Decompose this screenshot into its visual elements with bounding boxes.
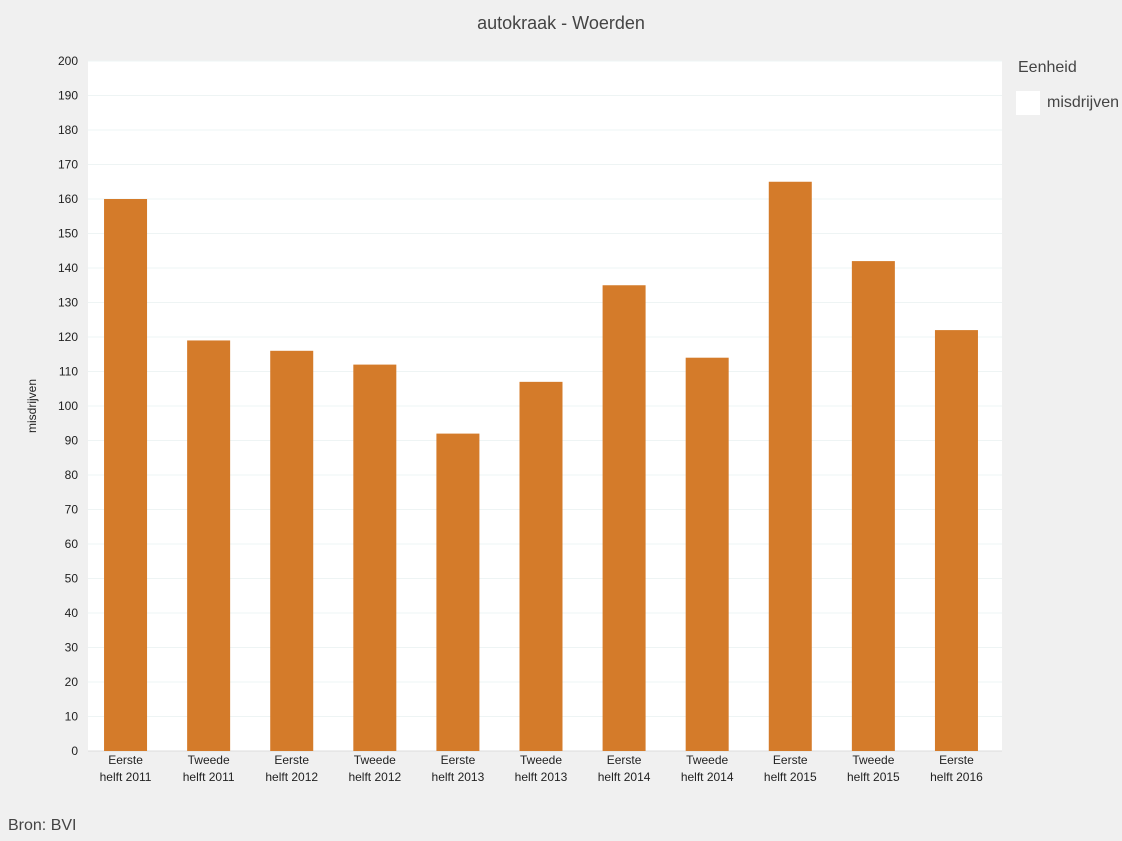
x-tick-label: helft 2013 <box>515 770 568 784</box>
bar <box>187 340 231 751</box>
x-tick-label: helft 2015 <box>764 770 817 784</box>
x-tick-label: Tweede <box>188 753 230 767</box>
bar <box>436 433 480 751</box>
source-label: Bron: BVI <box>8 817 77 834</box>
x-tick-label: helft 2016 <box>930 770 983 784</box>
y-tick-label: 0 <box>71 744 78 758</box>
x-tick-label: helft 2011 <box>183 770 235 784</box>
y-tick-label: 140 <box>58 261 78 275</box>
bar <box>353 364 397 751</box>
y-tick-label: 170 <box>58 158 78 172</box>
x-tick-label: Tweede <box>520 753 562 767</box>
x-tick-label: Eerste <box>939 753 974 767</box>
bar <box>104 199 148 751</box>
y-tick-label: 30 <box>65 641 79 655</box>
bar <box>934 330 978 751</box>
y-tick-label: 200 <box>58 54 78 68</box>
x-tick-label: helft 2013 <box>432 770 485 784</box>
bar <box>685 357 729 751</box>
bar <box>602 285 646 751</box>
y-tick-label: 160 <box>58 192 78 206</box>
x-tick-label: Eerste <box>441 753 476 767</box>
x-tick-label: Eerste <box>274 753 309 767</box>
bar <box>270 350 314 751</box>
x-tick-label: Eerste <box>108 753 143 767</box>
bar <box>851 261 895 751</box>
bar <box>768 181 812 751</box>
x-tick-label: helft 2011 <box>100 770 152 784</box>
y-tick-label: 180 <box>58 123 78 137</box>
x-tick-label: helft 2014 <box>598 770 651 784</box>
x-tick-label: Tweede <box>354 753 396 767</box>
legend-title: Eenheid <box>1018 59 1077 76</box>
x-tick-label: Eerste <box>607 753 642 767</box>
y-tick-label: 100 <box>58 399 78 413</box>
x-tick-label: helft 2012 <box>265 770 318 784</box>
y-tick-label: 10 <box>65 710 79 724</box>
bar <box>519 381 563 751</box>
y-axis: 0 10 20 30 40 50 60 70 80 90 100 110 120 130 140 150 160… <box>58 54 78 758</box>
y-tick-label: 130 <box>58 296 78 310</box>
x-tick-label: helft 2014 <box>681 770 734 784</box>
y-tick-label: 190 <box>58 89 78 103</box>
y-axis-label: misdrijven <box>25 379 39 433</box>
gridlines <box>88 60 1002 752</box>
x-tick-label: Eerste <box>773 753 808 767</box>
x-tick-label: Tweede <box>852 753 894 767</box>
y-tick-label: 80 <box>65 468 79 482</box>
y-tick-label: 110 <box>59 365 78 379</box>
legend-swatch <box>1016 91 1040 115</box>
y-tick-label: 40 <box>65 606 79 620</box>
x-tick-label: helft 2015 <box>847 770 900 784</box>
chart-title: autokraak - Woerden <box>477 13 645 33</box>
x-tick-label: Tweede <box>686 753 728 767</box>
x-tick-label: helft 2012 <box>348 770 401 784</box>
legend-label: misdrijven <box>1047 94 1120 111</box>
y-tick-label: 60 <box>65 537 79 551</box>
y-tick-label: 70 <box>65 503 79 517</box>
y-tick-label: 50 <box>65 572 79 586</box>
y-tick-label: 20 <box>65 675 79 689</box>
y-tick-label: 90 <box>65 434 79 448</box>
y-tick-label: 150 <box>58 227 78 241</box>
y-tick-label: 120 <box>58 330 78 344</box>
x-axis: Eerste helft 2011 Tweede helft 2011 Eerste he… <box>100 753 984 784</box>
bars <box>104 181 978 751</box>
